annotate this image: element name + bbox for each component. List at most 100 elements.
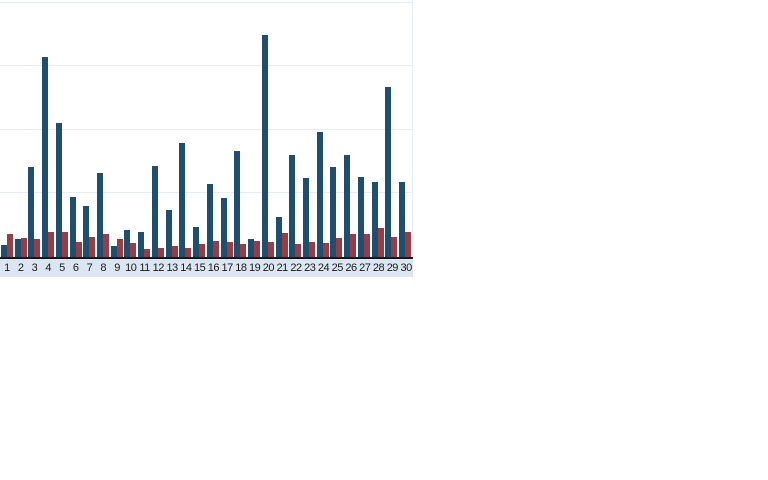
bar-series-dark-red: [322, 243, 329, 257]
bar-series-dark-blue: [316, 132, 323, 257]
bar-group: [233, 0, 247, 257]
x-tick-label: 15: [193, 262, 206, 274]
bar-group: [41, 0, 55, 257]
bar-group: [330, 0, 344, 257]
bar-group: [165, 0, 179, 257]
bar-group: [288, 0, 302, 257]
bar-group: [69, 0, 83, 257]
bar-series-dark-blue: [14, 239, 21, 257]
x-tick-label: 24: [317, 262, 330, 274]
gridline-vertical: [412, 0, 413, 257]
bar-group: [55, 0, 69, 257]
bar-series-dark-blue: [151, 166, 158, 257]
x-tick-label: 28: [372, 262, 385, 274]
x-tick-label: 23: [304, 262, 316, 274]
x-tick-label: 10: [125, 262, 137, 274]
bar-group: [27, 0, 41, 257]
bar-series-dark-blue: [399, 182, 406, 257]
bar-group: [385, 0, 399, 257]
bar-series-dark-red: [20, 238, 27, 257]
bar-series-dark-red: [309, 242, 316, 257]
gridline: [0, 2, 413, 3]
bar-series-dark-blue: [83, 206, 90, 257]
bar-group: [302, 0, 316, 257]
bar-series-dark-red: [405, 232, 412, 257]
bar-series-dark-red: [199, 244, 206, 257]
x-tick-label: 17: [221, 262, 234, 274]
bar-series-dark-blue: [303, 178, 310, 257]
bar-group: [124, 0, 138, 257]
bar-series-dark-blue: [0, 245, 7, 257]
bar-series-dark-blue: [42, 57, 49, 257]
bar-series-dark-red: [130, 243, 137, 257]
bar-group: [82, 0, 96, 257]
bar-series-dark-red: [391, 237, 398, 257]
x-tick-label: 6: [72, 262, 79, 274]
x-tick-label: 1: [4, 262, 10, 274]
x-tick-label: 9: [114, 262, 120, 274]
bar-series-dark-blue: [28, 167, 35, 257]
x-tick-label: 20: [262, 262, 275, 274]
bar-series-dark-blue: [55, 123, 62, 257]
bar-group: [371, 0, 385, 257]
gridline: [0, 129, 413, 130]
x-tick-label: 16: [207, 262, 220, 274]
bar-group: [14, 0, 28, 257]
bar-group: [275, 0, 289, 257]
bar-series-dark-blue: [275, 217, 282, 257]
bar-series-dark-blue: [248, 239, 255, 257]
bar-group: [206, 0, 220, 257]
gridline: [0, 192, 413, 193]
x-tick-label: 7: [86, 262, 93, 274]
x-tick-label: 13: [166, 262, 178, 274]
bar-series-dark-red: [281, 233, 288, 257]
bar-series-dark-red: [185, 248, 192, 257]
bar-group: [357, 0, 371, 257]
plot-area: [0, 0, 413, 259]
bar-series-dark-red: [295, 244, 302, 257]
bar-series-dark-red: [254, 241, 261, 257]
x-tick-label: 12: [152, 262, 165, 274]
bar-group: [0, 0, 14, 257]
bar-group: [179, 0, 193, 257]
bar-series-dark-red: [34, 239, 41, 257]
x-tick-label: 2: [17, 262, 24, 274]
bar-group: [96, 0, 110, 257]
bar-series-dark-red: [226, 242, 233, 257]
x-tick-label: 29: [386, 262, 399, 274]
bar-series-dark-red: [61, 232, 68, 257]
bars-container: [0, 0, 412, 257]
bar-series-dark-blue: [138, 232, 145, 257]
bar-series-dark-red: [240, 244, 247, 257]
x-tick-label: 8: [100, 262, 107, 274]
bar-series-dark-blue: [385, 87, 392, 257]
bar-group: [192, 0, 206, 257]
bar-series-dark-blue: [193, 227, 200, 257]
bar-group: [137, 0, 151, 257]
bar-series-dark-blue: [344, 155, 351, 257]
bar-series-dark-red: [171, 246, 178, 257]
bar-group: [398, 0, 412, 257]
bar-series-dark-red: [75, 242, 82, 257]
bar-series-dark-red: [363, 234, 370, 257]
bar-group: [247, 0, 261, 257]
bar-series-dark-blue: [179, 143, 186, 257]
bar-series-dark-blue: [124, 230, 131, 257]
bar-series-dark-red: [350, 234, 357, 257]
bar-series-dark-red: [103, 234, 109, 257]
x-tick-label: 21: [276, 262, 289, 274]
x-tick-label: 4: [45, 262, 51, 274]
bar-series-dark-blue: [289, 155, 296, 257]
bar-series-dark-blue: [97, 173, 103, 257]
bar-group: [110, 0, 124, 257]
bar-group: [151, 0, 165, 257]
bar-series-dark-red: [144, 249, 151, 257]
bar-series-dark-red: [89, 237, 96, 257]
bar-series-dark-blue: [69, 197, 76, 257]
x-tick-label: 25: [331, 262, 344, 274]
x-tick-label: 3: [31, 262, 38, 274]
gridline: [0, 65, 413, 66]
x-tick-label: 18: [235, 262, 247, 274]
bar-series-dark-red: [116, 239, 123, 257]
